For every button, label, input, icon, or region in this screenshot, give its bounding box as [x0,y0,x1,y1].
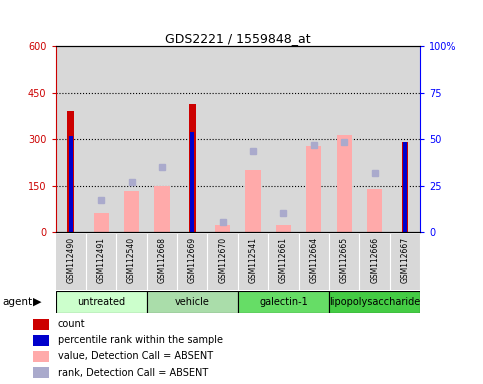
Text: GSM112491: GSM112491 [97,237,106,283]
Text: GSM112670: GSM112670 [218,237,227,283]
Bar [268,46,298,232]
Bar [337,134,352,232]
Bar [56,291,147,313]
Bar [238,234,268,290]
Bar [329,234,359,290]
Text: GSM112668: GSM112668 [157,237,167,283]
Text: lipopolysaccharide: lipopolysaccharide [329,297,420,307]
Text: untreated: untreated [77,297,125,307]
Text: GSM112661: GSM112661 [279,237,288,283]
Text: value, Detection Call = ABSENT: value, Detection Call = ABSENT [58,351,213,361]
Text: GSM112664: GSM112664 [309,237,318,283]
Text: GSM112540: GSM112540 [127,237,136,283]
Title: GDS2221 / 1559848_at: GDS2221 / 1559848_at [165,32,311,45]
Bar [268,234,298,290]
Text: vehicle: vehicle [175,297,210,307]
Bar [329,291,420,313]
Bar [238,46,268,232]
Bar [208,234,238,290]
Bar [124,191,139,232]
Bar [189,104,196,232]
Text: GSM112667: GSM112667 [400,237,410,283]
Bar [238,291,329,313]
Text: GSM112669: GSM112669 [188,237,197,283]
Bar [390,46,420,232]
Bar [33,367,49,378]
Bar [298,46,329,232]
Bar [33,319,49,329]
Bar [33,335,49,346]
Bar [190,132,194,232]
Text: GSM112665: GSM112665 [340,237,349,283]
Text: GSM112490: GSM112490 [66,237,75,283]
Bar [215,225,230,232]
Bar [147,234,177,290]
Bar [306,146,322,232]
Bar [56,46,86,232]
Text: GSM112666: GSM112666 [370,237,379,283]
Bar [147,291,238,313]
Text: count: count [58,319,85,329]
Bar [33,351,49,362]
Bar [116,46,147,232]
Bar [86,46,116,232]
Bar [367,189,382,232]
Text: ▶: ▶ [33,297,42,307]
Text: galectin-1: galectin-1 [259,297,308,307]
Bar [403,142,407,232]
Bar [329,46,359,232]
Bar [276,225,291,232]
Bar [177,46,208,232]
Bar [116,234,147,290]
Bar [177,234,208,290]
Bar [86,234,116,290]
Bar [390,234,420,290]
Text: rank, Detection Call = ABSENT: rank, Detection Call = ABSENT [58,367,208,377]
Bar [245,170,261,232]
Text: percentile rank within the sample: percentile rank within the sample [58,335,223,345]
Bar [69,136,72,232]
Bar [402,142,408,232]
Text: agent: agent [2,297,32,307]
Bar [359,234,390,290]
Bar [208,46,238,232]
Text: GSM112541: GSM112541 [249,237,257,283]
Bar [154,186,170,232]
Bar [147,46,177,232]
Bar [94,213,109,232]
Bar [68,111,74,232]
Bar [359,46,390,232]
Bar [298,234,329,290]
Bar [56,234,86,290]
